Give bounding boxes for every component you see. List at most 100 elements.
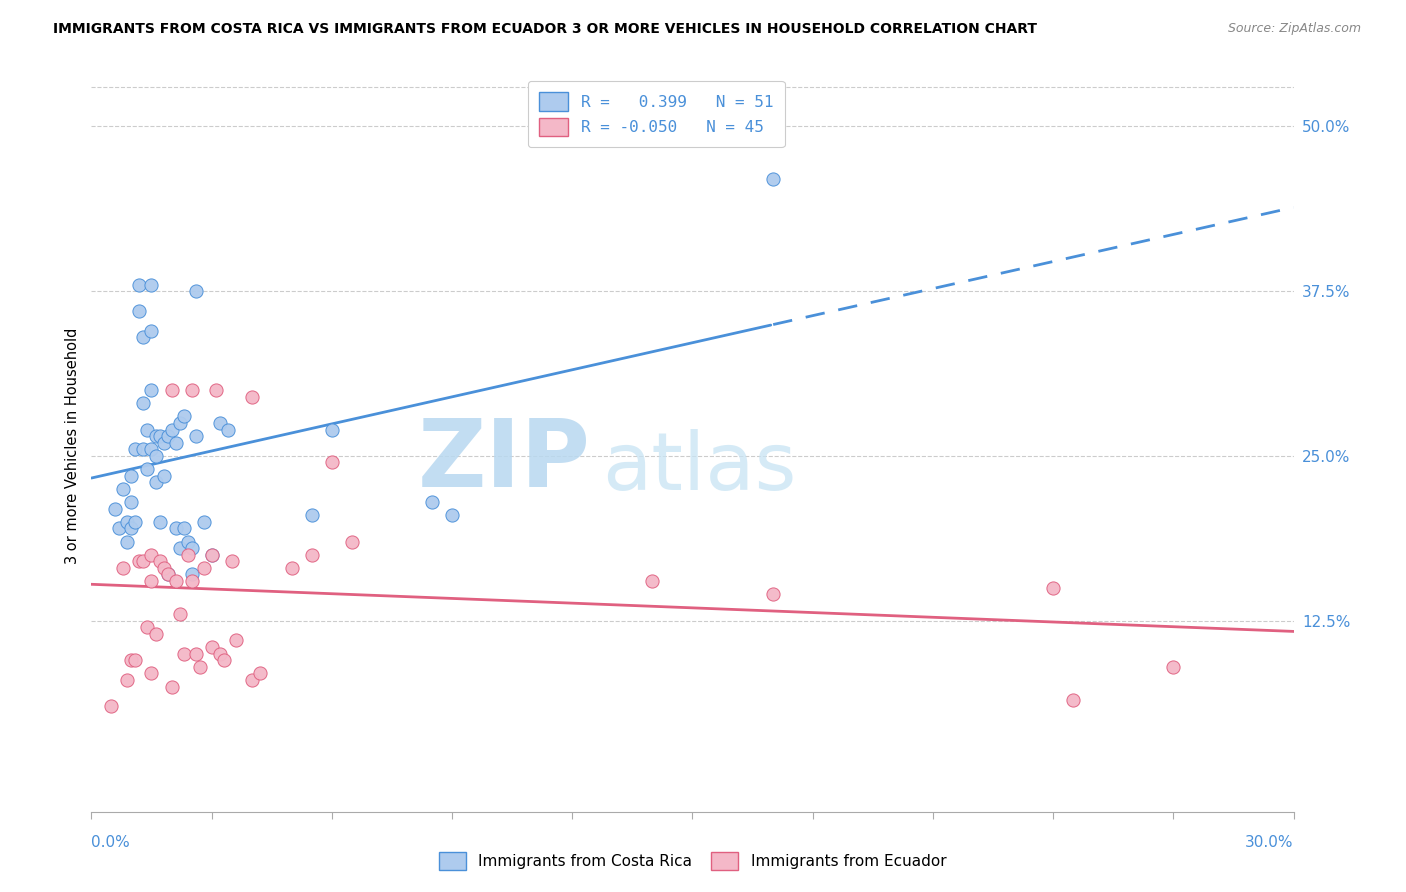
Point	[112, 561, 135, 575]
Point	[176, 534, 198, 549]
Point	[169, 416, 191, 430]
Point	[121, 495, 143, 509]
Point	[112, 482, 135, 496]
Point	[141, 383, 163, 397]
Point	[217, 423, 239, 437]
Point	[221, 554, 243, 568]
Point	[148, 515, 170, 529]
Point	[201, 640, 224, 654]
Point	[184, 284, 207, 298]
Point	[117, 534, 139, 549]
Point	[100, 699, 122, 714]
Point	[141, 666, 163, 681]
Point	[145, 429, 167, 443]
Point	[165, 435, 187, 450]
Point	[193, 561, 215, 575]
Point	[160, 423, 183, 437]
Point	[132, 396, 155, 410]
Point	[121, 468, 143, 483]
Point	[156, 567, 179, 582]
Point	[225, 633, 247, 648]
Point	[188, 659, 211, 673]
Point	[440, 508, 463, 523]
Legend: Immigrants from Costa Rica, Immigrants from Ecuador: Immigrants from Costa Rica, Immigrants f…	[432, 845, 953, 877]
Point	[148, 554, 170, 568]
Point	[148, 429, 170, 443]
Point	[184, 429, 207, 443]
Point	[141, 574, 163, 588]
Y-axis label: 3 or more Vehicles in Household: 3 or more Vehicles in Household	[65, 328, 80, 564]
Point	[152, 435, 174, 450]
Point	[420, 495, 443, 509]
Point	[165, 521, 187, 535]
Point	[141, 324, 163, 338]
Point	[165, 574, 187, 588]
Point	[180, 574, 202, 588]
Point	[156, 567, 179, 582]
Text: atlas: atlas	[602, 429, 797, 507]
Point	[108, 521, 131, 535]
Point	[193, 515, 215, 529]
Point	[340, 534, 363, 549]
Point	[321, 423, 343, 437]
Point	[160, 680, 183, 694]
Point	[156, 429, 179, 443]
Text: 30.0%: 30.0%	[1246, 836, 1294, 850]
Point	[141, 442, 163, 457]
Text: 0.0%: 0.0%	[91, 836, 131, 850]
Point	[124, 515, 146, 529]
Point	[212, 653, 235, 667]
Point	[173, 409, 195, 424]
Point	[249, 666, 271, 681]
Point	[208, 647, 231, 661]
Point	[321, 455, 343, 469]
Point	[1042, 581, 1064, 595]
Point	[152, 561, 174, 575]
Point	[301, 548, 323, 562]
Point	[136, 462, 159, 476]
Point	[762, 172, 785, 186]
Point	[1062, 692, 1084, 706]
Point	[180, 567, 202, 582]
Point	[173, 521, 195, 535]
Point	[240, 390, 263, 404]
Point	[132, 330, 155, 344]
Point	[169, 541, 191, 556]
Text: Source: ZipAtlas.com: Source: ZipAtlas.com	[1227, 22, 1361, 36]
Point	[145, 475, 167, 490]
Point	[141, 277, 163, 292]
Point	[121, 653, 143, 667]
Point	[180, 541, 202, 556]
Point	[132, 442, 155, 457]
Point	[128, 304, 150, 318]
Point	[117, 673, 139, 687]
Point	[301, 508, 323, 523]
Text: IMMIGRANTS FROM COSTA RICA VS IMMIGRANTS FROM ECUADOR 3 OR MORE VEHICLES IN HOUS: IMMIGRANTS FROM COSTA RICA VS IMMIGRANTS…	[53, 22, 1038, 37]
Point	[128, 277, 150, 292]
Point	[117, 515, 139, 529]
Point	[204, 383, 226, 397]
Point	[141, 548, 163, 562]
Point	[152, 468, 174, 483]
Point	[173, 647, 195, 661]
Point	[104, 501, 127, 516]
Point	[201, 548, 224, 562]
Text: ZIP: ZIP	[418, 415, 591, 507]
Point	[641, 574, 664, 588]
Point	[160, 383, 183, 397]
Point	[180, 383, 202, 397]
Point	[128, 554, 150, 568]
Point	[136, 423, 159, 437]
Point	[201, 548, 224, 562]
Point	[281, 561, 304, 575]
Point	[762, 587, 785, 601]
Point	[124, 442, 146, 457]
Point	[121, 521, 143, 535]
Point	[169, 607, 191, 621]
Point	[124, 653, 146, 667]
Point	[145, 449, 167, 463]
Point	[132, 554, 155, 568]
Point	[240, 673, 263, 687]
Point	[1163, 659, 1185, 673]
Point	[208, 416, 231, 430]
